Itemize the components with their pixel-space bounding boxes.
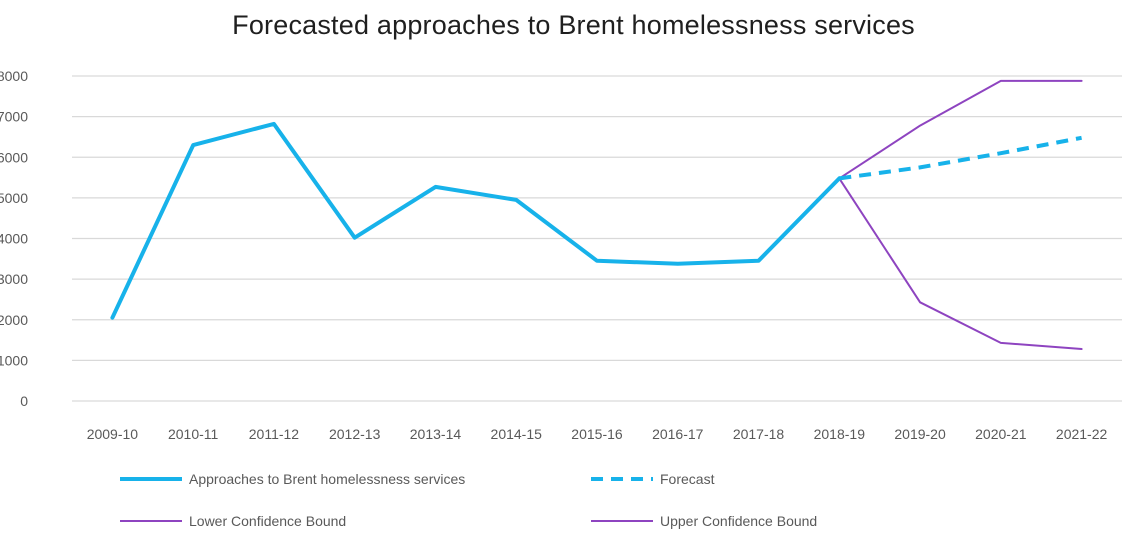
x-tick-label: 2010-11 <box>168 426 219 442</box>
legend: Approaches to Brent homelessness service… <box>120 471 817 529</box>
gridlines <box>72 75 1122 402</box>
series-lines <box>110 79 1083 350</box>
x-tick-label: 2011-12 <box>249 426 300 442</box>
x-tick-label: 2013-14 <box>410 426 462 442</box>
y-tick-label: 4000 <box>0 231 28 247</box>
x-tick-label: 2021-22 <box>1056 426 1108 442</box>
legend-label: Approaches to Brent homelessness service… <box>189 471 465 487</box>
x-tick-label: 2014-15 <box>491 426 543 442</box>
series-line-lower-confidence-bound <box>838 177 1083 350</box>
series-line-upper-confidence-bound <box>838 79 1083 180</box>
y-tick-label: 7000 <box>0 109 28 125</box>
series-line-approaches-to-brent-homelessness-services <box>110 121 842 320</box>
legend-label: Lower Confidence Bound <box>189 513 346 529</box>
y-tick-label: 6000 <box>0 149 28 165</box>
legend-label: Forecast <box>660 471 715 487</box>
y-tick-label: 5000 <box>0 190 28 206</box>
x-tick-label: 2012-13 <box>329 426 381 442</box>
legend-label: Upper Confidence Bound <box>660 513 817 529</box>
x-tick-label: 2020-21 <box>975 426 1027 442</box>
x-tick-label: 2017-18 <box>733 426 785 442</box>
y-tick-label: 0 <box>20 393 28 409</box>
y-tick-label: 3000 <box>0 271 28 287</box>
x-tick-label: 2015-16 <box>571 426 623 442</box>
x-tick-label: 2019-20 <box>894 426 946 442</box>
y-tick-label: 8000 <box>0 68 28 84</box>
y-tick-label: 2000 <box>0 312 28 328</box>
chart-title: Forecasted approaches to Brent homelessn… <box>232 10 915 40</box>
x-tick-label: 2016-17 <box>652 426 704 442</box>
x-tick-label: 2009-10 <box>87 426 139 442</box>
x-axis-ticks: 2009-10 2010-11 2011-12 2012-13 2013-14 2014-… <box>87 426 1108 442</box>
x-tick-label: 2018-19 <box>814 426 866 442</box>
y-tick-label: 1000 <box>0 352 28 368</box>
series-line-forecast <box>839 135 1082 181</box>
y-axis-ticks: 0 1000 2000 3000 4000 5000 6000 7000 8000 <box>0 68 28 409</box>
